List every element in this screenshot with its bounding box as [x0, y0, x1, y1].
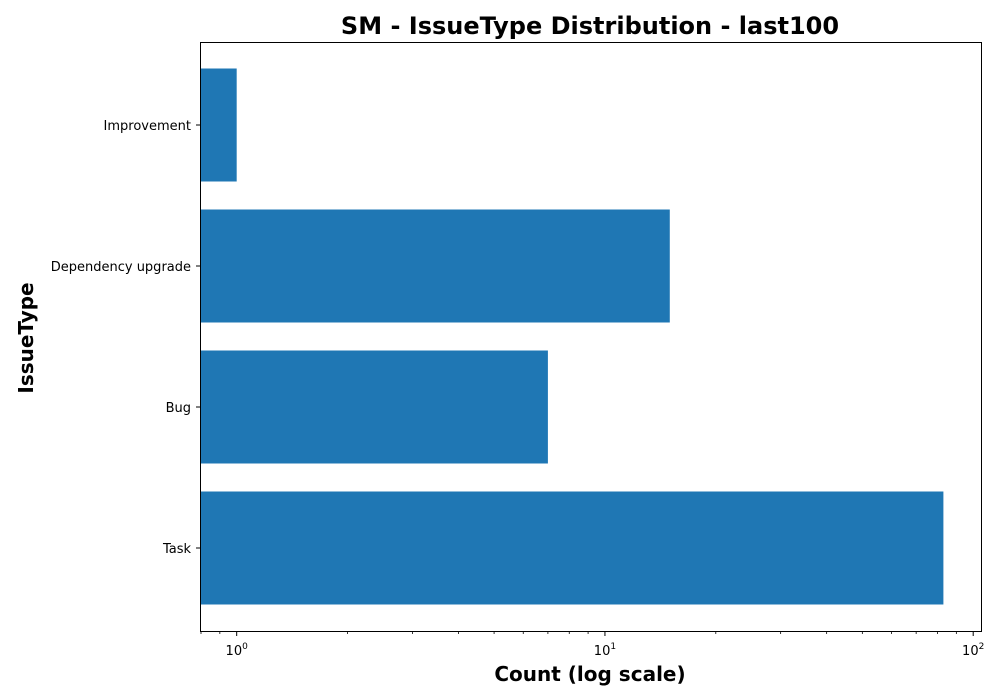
- x-tick-label-0: 100: [226, 642, 249, 659]
- y-tick-label-bug: Bug: [166, 401, 191, 416]
- x-tick-label-1: 101: [594, 642, 616, 659]
- plot-frame: [200, 42, 982, 632]
- bars-group: [201, 68, 944, 605]
- y-tick-label-dependency-upgrade: Dependency upgrade: [51, 260, 191, 275]
- bar-task: [201, 491, 944, 605]
- x-axis-label: Count (log scale): [494, 662, 685, 686]
- bar-dependency-upgrade: [201, 209, 670, 323]
- y-tick-label-improvement: Improvement: [104, 119, 191, 134]
- bar-bug: [201, 350, 548, 464]
- bar-improvement: [201, 68, 237, 182]
- chart-title: SM - IssueType Distribution - last100: [341, 12, 839, 40]
- y-axis-label: IssueType: [14, 282, 38, 393]
- x-tick-label-2: 102: [962, 642, 984, 659]
- x-ticks-group: 100 101 102: [200, 631, 984, 659]
- y-ticks-group: Task Bug Dependency upgrade Improvement: [51, 119, 201, 557]
- y-tick-label-task: Task: [162, 542, 192, 557]
